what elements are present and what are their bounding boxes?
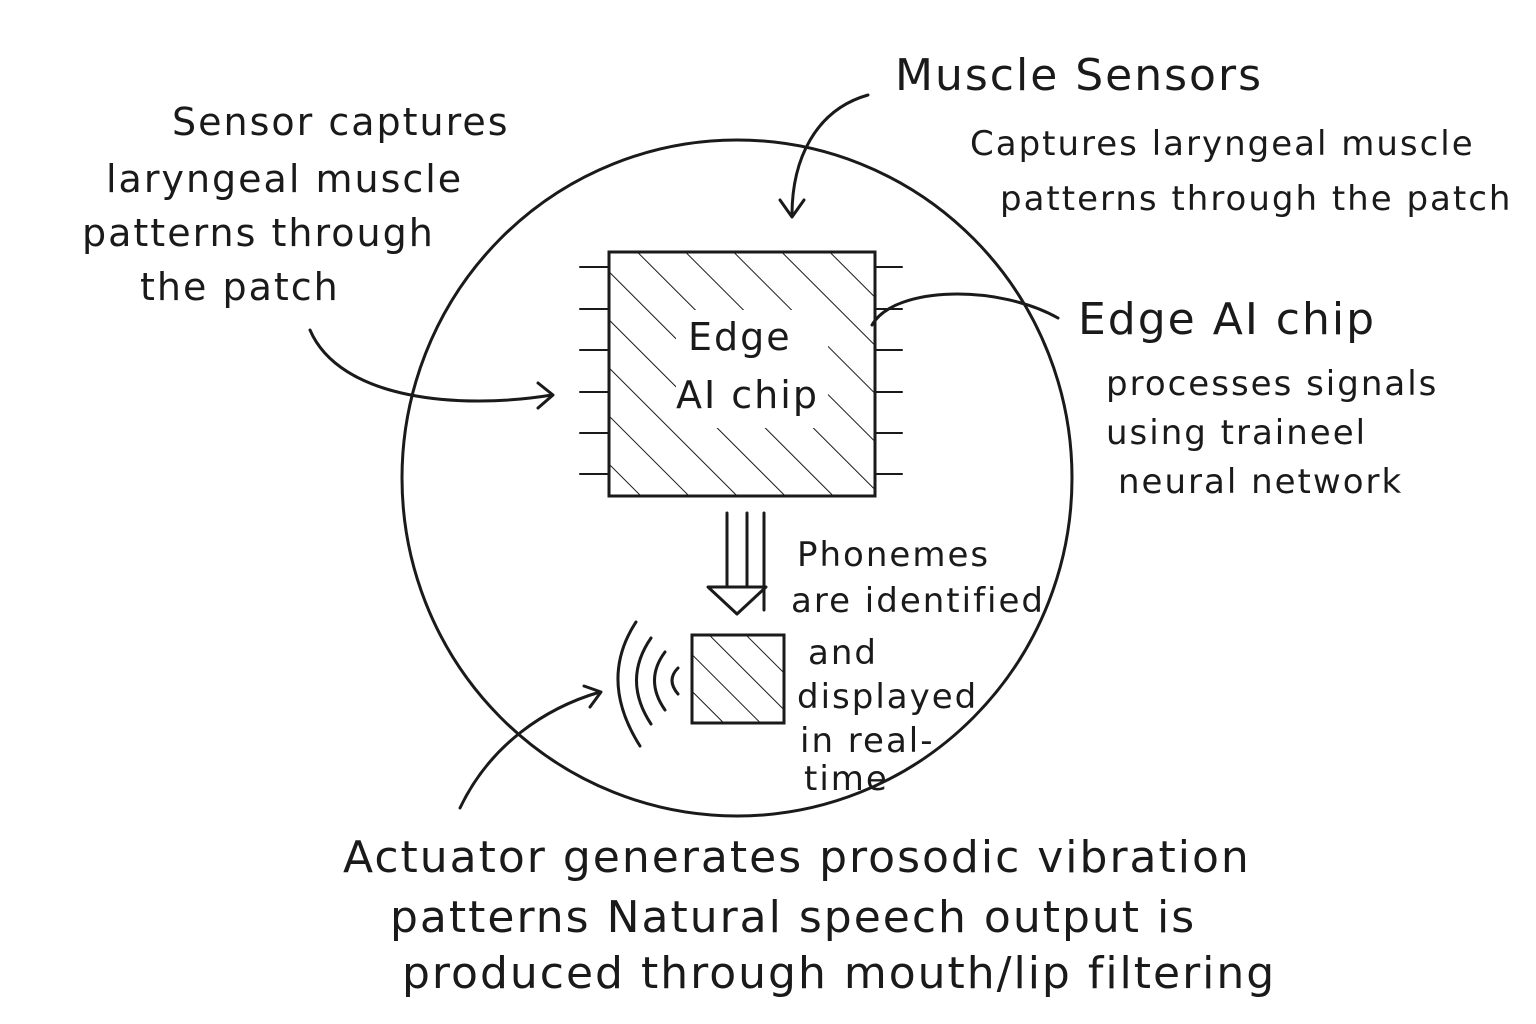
- muscle-sensors-desc-1: Captures laryngeal muscle: [970, 124, 1475, 164]
- displayed-line3: in real-: [800, 721, 935, 761]
- muscle-sensors-title: Muscle Sensors: [895, 50, 1263, 101]
- displayed-line4: time: [804, 759, 889, 799]
- actuator-block: [690, 633, 786, 725]
- down-arrow-icon: [706, 511, 768, 616]
- actuator-line3: produced through mouth/lip filtering: [402, 948, 1276, 999]
- displayed-line1: and: [808, 633, 878, 673]
- vibration-waves-icon: [616, 620, 680, 748]
- chip-label-line1: Edge: [688, 315, 792, 359]
- chip-label-line2: AI chip: [676, 373, 819, 417]
- arrow-edge-ai: [870, 292, 1060, 327]
- arrow-muscle-sensors: [790, 93, 870, 217]
- sensor-captures-line4: the patch: [140, 265, 340, 309]
- actuator-line1: Actuator generates prosodic vibration: [343, 832, 1251, 883]
- sensor-captures-line3: patterns through: [82, 211, 435, 255]
- sensor-captures-line2: laryngeal muscle: [106, 157, 463, 201]
- arrow-sensor-captures: [308, 328, 554, 403]
- muscle-sensors-desc-2: patterns through the patch: [1000, 179, 1512, 219]
- edge-ai-desc-1: processes signals: [1106, 364, 1438, 404]
- edge-ai-title: Edge AI chip: [1078, 294, 1376, 345]
- sensor-captures-line1: Sensor captures: [172, 100, 510, 144]
- edge-ai-desc-3: neural network: [1118, 462, 1403, 502]
- chip-pins: [579, 266, 903, 475]
- displayed-line2: displayed: [797, 677, 978, 717]
- edge-ai-desc-2: using traineel: [1106, 413, 1367, 453]
- patch-circle: [400, 138, 1074, 818]
- arrow-actuator: [458, 690, 602, 810]
- phonemes-line1: Phonemes: [797, 535, 990, 575]
- phonemes-line2: are identified: [791, 581, 1045, 621]
- actuator-line2: patterns Natural speech output is: [390, 892, 1196, 943]
